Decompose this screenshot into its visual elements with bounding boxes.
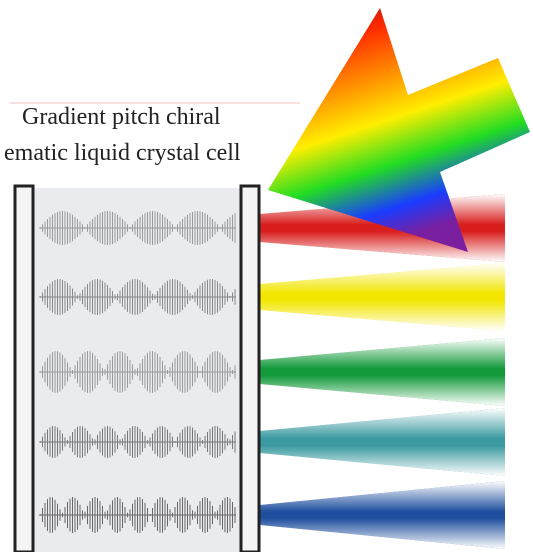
- pitch-pattern: [39, 426, 236, 458]
- pitch-pattern: [39, 497, 236, 533]
- beam-fade-overlay: [260, 263, 505, 331]
- waves: [39, 211, 236, 533]
- incident-light-arrow: [268, 8, 530, 252]
- beams: [260, 194, 505, 549]
- reflected-beam: [260, 338, 505, 406]
- pitch-pattern: [39, 351, 236, 393]
- beam-fade-overlay: [260, 408, 505, 476]
- reflected-beam: [260, 408, 505, 476]
- reflected-beam: [260, 263, 505, 331]
- label-line-2: ematic liquid crystal cell: [4, 140, 241, 166]
- beam-fade-overlay: [260, 481, 505, 549]
- left-plate: [13, 184, 35, 552]
- label-line-1: Gradient pitch chiral: [22, 104, 221, 130]
- pitch-pattern: [39, 211, 236, 245]
- beam-fade-overlay: [260, 338, 505, 406]
- right-plate: [239, 184, 261, 552]
- pitch-pattern: [39, 279, 236, 315]
- reflected-beam: [260, 481, 505, 549]
